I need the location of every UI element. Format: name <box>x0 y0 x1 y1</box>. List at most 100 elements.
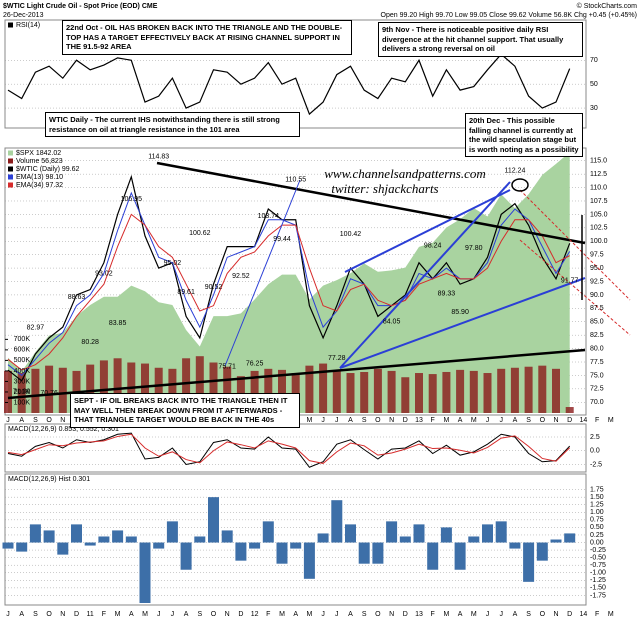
y-tick-label: 2.5 <box>590 434 600 441</box>
hist-bar <box>399 536 411 543</box>
volume-bar <box>141 363 149 413</box>
y-tick-label: -1.50 <box>590 585 606 592</box>
x-tick-label: 12 <box>251 611 259 618</box>
x-tick-label: D <box>403 417 408 424</box>
legend-swatch <box>8 150 13 156</box>
x-tick-label: S <box>526 417 531 424</box>
x-tick-label: F <box>266 611 270 618</box>
hist-bar <box>2 542 14 549</box>
x-tick-label: M <box>608 417 614 424</box>
line <box>7 213 570 371</box>
line <box>7 53 571 116</box>
x-tick-label: J <box>486 611 490 618</box>
x-tick-label: M <box>115 611 121 618</box>
pivot-label: 99.44 <box>273 236 291 243</box>
y2-tick-label: 700K <box>14 336 31 343</box>
x-tick-label: M <box>471 417 477 424</box>
watermark: www.channelsandpatterns.com <box>324 166 486 181</box>
x-tick-label: N <box>60 611 65 618</box>
line <box>7 433 571 464</box>
y-tick-label: 97.5 <box>590 252 604 259</box>
x-tick-label: M <box>306 417 312 424</box>
header-date: 26-Dec-2013 <box>3 12 44 19</box>
pivot-label: 93.02 <box>95 271 113 278</box>
x-tick-label: M <box>443 417 449 424</box>
x-tick-label: O <box>211 611 217 618</box>
trendlines <box>7 161 631 400</box>
legend-swatch <box>8 174 13 180</box>
pivot-label: 83.85 <box>109 320 127 327</box>
volume-bar <box>565 407 574 413</box>
pivot-label: 82.97 <box>27 324 45 331</box>
volume-bar <box>469 370 478 413</box>
x-tick-label: F <box>595 611 599 618</box>
y-tick-label: 92.5 <box>590 278 604 285</box>
pivot-label: 85.90 <box>451 309 469 316</box>
y-tick-label: -0.50 <box>590 554 606 561</box>
x-tick-label: 14 <box>580 611 588 618</box>
volume-bar <box>45 365 54 413</box>
x-tick-label: D <box>567 611 572 618</box>
pivot-label: 75.71 <box>218 363 236 370</box>
legend-swatch <box>8 166 13 172</box>
y-tick-label: -2.5 <box>590 461 602 468</box>
x-tick-label: J <box>157 611 161 618</box>
x-tick-label: J <box>486 417 490 424</box>
y-tick-label: -0.25 <box>590 547 606 554</box>
hist-bar <box>249 542 261 549</box>
pivot-label: 106.95 <box>121 196 143 203</box>
x-tick-label: J <box>335 417 339 424</box>
x-tick-label: A <box>458 611 463 618</box>
pivot-label: 70.76 <box>40 390 58 397</box>
trendline <box>7 348 586 400</box>
legend-label: EMA(13) 98.10 <box>16 174 63 181</box>
hist-bar <box>180 542 192 570</box>
y-tick-label: 0.75 <box>590 517 604 524</box>
line <box>7 174 571 382</box>
pivot-label: 77.28 <box>328 355 346 362</box>
x-tick-label: N <box>389 611 394 618</box>
y-tick-label: 110.0 <box>590 184 607 191</box>
legend-label: EMA(34) 97.32 <box>16 182 63 189</box>
hist-bar <box>317 533 329 543</box>
hist-bar <box>276 542 288 564</box>
y-tick-label: 85.0 <box>590 319 604 326</box>
x-tick-label: A <box>293 611 298 618</box>
hist-bar <box>331 500 343 543</box>
volume-bar <box>154 367 163 413</box>
hist-bar <box>386 521 398 543</box>
pivot-label: 95.02 <box>164 260 182 267</box>
marker-circle <box>511 178 529 192</box>
annotation: 9th Nov - There is noticeable positive d… <box>378 22 583 57</box>
y-tick-label: 50 <box>590 81 598 88</box>
y-tick-label: 115.0 <box>590 158 607 165</box>
y-tick-label: 100.0 <box>590 238 608 245</box>
x-tick-label: F <box>431 611 435 618</box>
x-tick-label: 13 <box>415 417 423 424</box>
hist-bar <box>536 542 548 561</box>
x-tick-label: M <box>306 611 312 618</box>
pivot-label: 112.24 <box>504 167 525 174</box>
legend-swatch <box>8 182 13 188</box>
hist-bar <box>262 521 274 543</box>
x-tick-label: S <box>362 417 367 424</box>
volume-bar <box>401 377 410 413</box>
x-tick-label: A <box>513 417 518 424</box>
y2-tick-label: 600K <box>14 347 31 354</box>
hist-bar <box>345 524 356 543</box>
pivot-label: 90.52 <box>205 284 223 291</box>
x-tick-label: A <box>184 611 189 618</box>
annotation: SEPT - IF OIL BREAKS BACK INTO THE TRIAN… <box>70 393 300 428</box>
x-tick-label: O <box>46 417 52 424</box>
volume-bar <box>264 368 273 413</box>
x-tick-label: M <box>443 611 449 618</box>
hist-bar <box>495 521 507 543</box>
y2-tick-label: 500K <box>14 357 31 364</box>
trendline <box>519 189 631 301</box>
hist-bar <box>194 536 206 543</box>
pivot-label: 91.77 <box>561 277 579 284</box>
hist-bar <box>468 536 480 543</box>
x-tick-label: A <box>348 417 353 424</box>
hist-bar <box>139 542 151 603</box>
x-tick-label: S <box>33 611 38 618</box>
